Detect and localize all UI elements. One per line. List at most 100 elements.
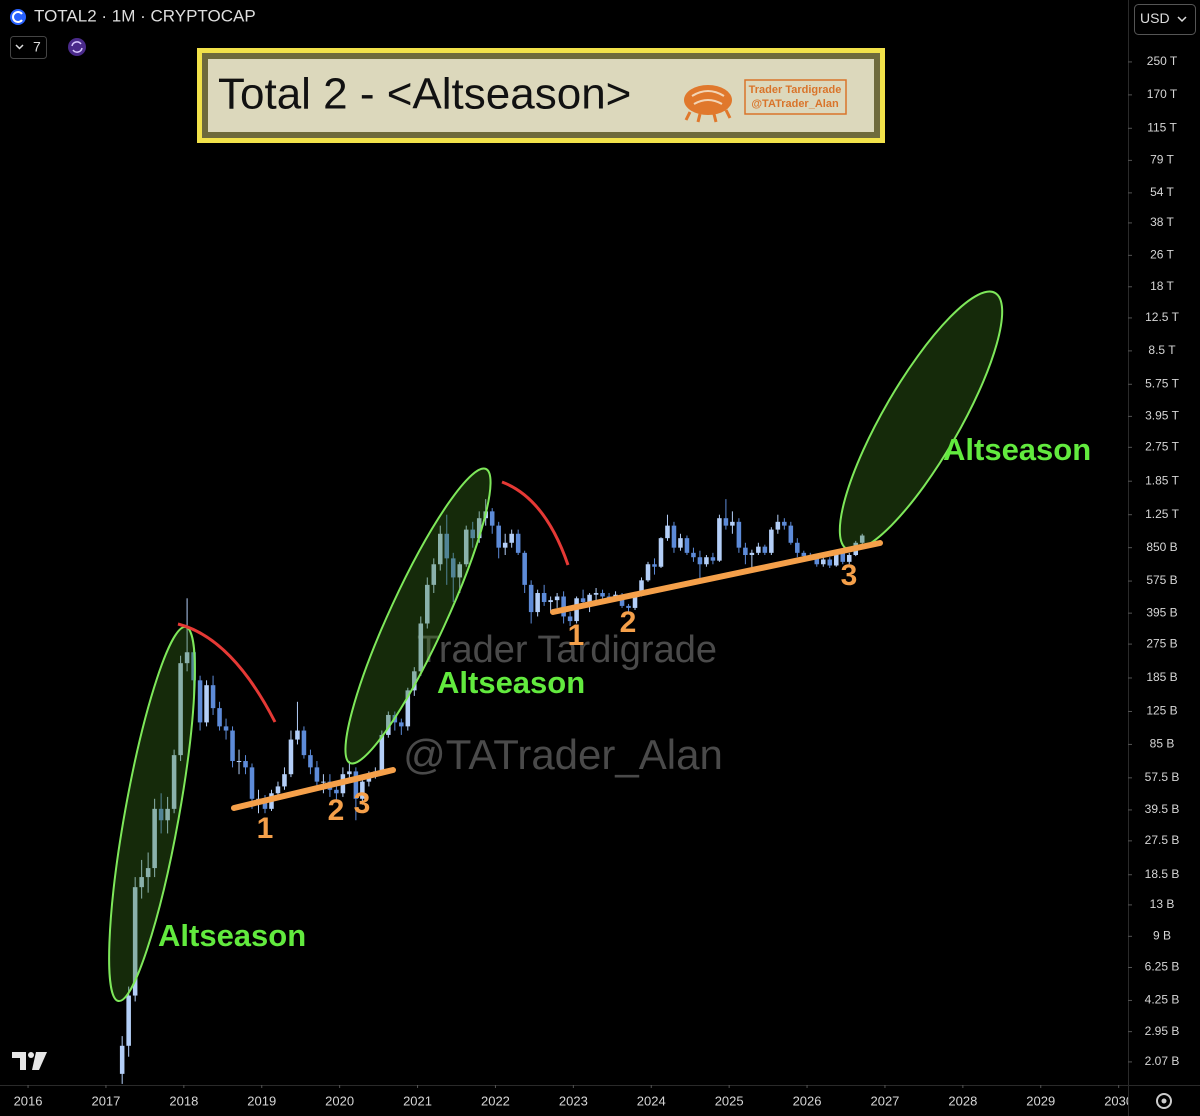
y-tick-label: 8.5 T <box>1148 343 1176 357</box>
y-tick-label: 3.95 T <box>1145 409 1179 423</box>
candle-body <box>288 739 294 775</box>
logo-box <box>744 79 847 115</box>
candle-body <box>236 761 242 763</box>
candle-body <box>710 557 716 561</box>
candle-body <box>126 995 131 1046</box>
x-tick-label: 2022 <box>481 1093 510 1108</box>
candle-body <box>405 690 411 727</box>
candle-body <box>665 525 670 539</box>
candle-body <box>730 521 735 526</box>
y-tick-label: 26 T <box>1150 248 1174 262</box>
candle-body <box>833 552 839 566</box>
header: TOTAL2 · 1M · CRYPTOCAP 7 USD <box>10 4 1196 59</box>
candle-body <box>399 722 404 727</box>
settings-icon <box>1161 1098 1167 1104</box>
candle-body <box>476 518 482 539</box>
indicator-toggle[interactable] <box>10 36 47 59</box>
candle-body <box>197 680 203 723</box>
y-tick-label: 1.25 T <box>1145 507 1179 521</box>
annotation: 1 <box>257 812 274 845</box>
x-tick-label: 2016 <box>14 1093 43 1108</box>
candle-body <box>379 734 385 772</box>
y-tick-label: 125 B <box>1146 704 1177 718</box>
candle-body <box>171 755 177 809</box>
tv-logo-mark <box>28 1052 34 1058</box>
time-axis: 2016 2017 2018 2019 2020 2021 2022 2023 2024 2025… <box>14 1085 1128 1108</box>
candle-body <box>463 529 469 565</box>
y-tick-label: 39.5 B <box>1145 802 1180 816</box>
candle-body <box>418 623 424 672</box>
y-tick-label: 18 T <box>1150 279 1174 293</box>
candle-body <box>775 521 781 530</box>
highlight-ellipse <box>344 467 492 765</box>
watermark: @TATrader_Alan <box>403 731 723 778</box>
y-tick-label: 4.25 B <box>1145 993 1180 1007</box>
price-axis: 250 T 170 T 115 T 79 T 54 T 38 T 26 T 18 T 12.5 … <box>1128 54 1180 1068</box>
currency-label: USD <box>1140 10 1170 26</box>
y-tick-label: 275 B <box>1146 636 1177 650</box>
candle-body <box>139 877 144 888</box>
annotation: 2 <box>328 794 345 827</box>
candle-body <box>275 786 281 794</box>
candle-body <box>658 538 664 567</box>
candle-body <box>152 808 157 869</box>
candle-body <box>132 887 138 996</box>
title-background <box>208 59 874 132</box>
candle-body <box>749 552 755 556</box>
y-tick-label: 115 T <box>1147 120 1177 134</box>
settings-button[interactable] <box>1156 1093 1172 1109</box>
candle-body <box>561 596 566 617</box>
curve <box>177 622 277 723</box>
trend-line <box>550 540 883 615</box>
candle-body <box>541 593 547 603</box>
trend-line <box>231 767 396 811</box>
currency-button[interactable] <box>1134 4 1196 35</box>
sync-icon <box>71 41 83 53</box>
candle-body <box>859 535 865 543</box>
candle-body <box>652 564 657 567</box>
candle-body <box>736 521 742 548</box>
chart-title: Total 2 - <Altseason> <box>218 70 631 119</box>
title-box: Total 2 - <Altseason> Trader Tardigrade … <box>197 48 885 143</box>
candle-body <box>840 552 846 562</box>
candle-body <box>425 584 430 624</box>
x-tick-label: 2020 <box>325 1093 354 1108</box>
candle-body <box>717 518 722 561</box>
candle-body <box>801 552 807 557</box>
candle-body <box>386 714 391 735</box>
tv-logo <box>12 1052 47 1070</box>
y-tick-label: 12.5 T <box>1145 310 1179 324</box>
y-tick-label: 575 B <box>1146 573 1177 587</box>
chevron-icon <box>1177 16 1187 23</box>
candle-body <box>626 605 631 608</box>
symbol-title: TOTAL2 · 1M · CRYPTOCAP <box>34 6 256 25</box>
y-tick-label: 38 T <box>1150 215 1174 229</box>
candle-body <box>678 538 683 548</box>
y-tick-label: 250 T <box>1147 54 1178 68</box>
candle-body <box>119 1045 125 1074</box>
candle-body <box>769 529 774 553</box>
y-tick-label: 1.85 T <box>1145 473 1179 487</box>
sync-icon[interactable] <box>68 38 86 56</box>
candle-body <box>262 798 268 809</box>
candle-body <box>684 538 690 553</box>
x-tick-label: 2028 <box>948 1093 977 1108</box>
logo-icon <box>691 90 725 105</box>
candle-body <box>587 594 592 603</box>
annotation: 3 <box>841 559 858 592</box>
y-tick-label: 79 T <box>1150 153 1174 167</box>
candle-body <box>782 521 787 526</box>
candle-body <box>145 868 151 878</box>
candle-body <box>821 559 826 565</box>
candle-body <box>593 593 599 595</box>
x-tick-label: 2017 <box>91 1093 120 1108</box>
candle-body <box>827 559 833 566</box>
x-tick-label: 2027 <box>870 1093 899 1108</box>
candle-body <box>567 616 573 622</box>
candle-body <box>580 598 586 603</box>
candle-body <box>334 789 339 794</box>
y-tick-label: 850 B <box>1146 540 1177 554</box>
y-tick-label: 185 B <box>1146 670 1177 684</box>
y-tick-label: 27.5 B <box>1145 833 1180 847</box>
